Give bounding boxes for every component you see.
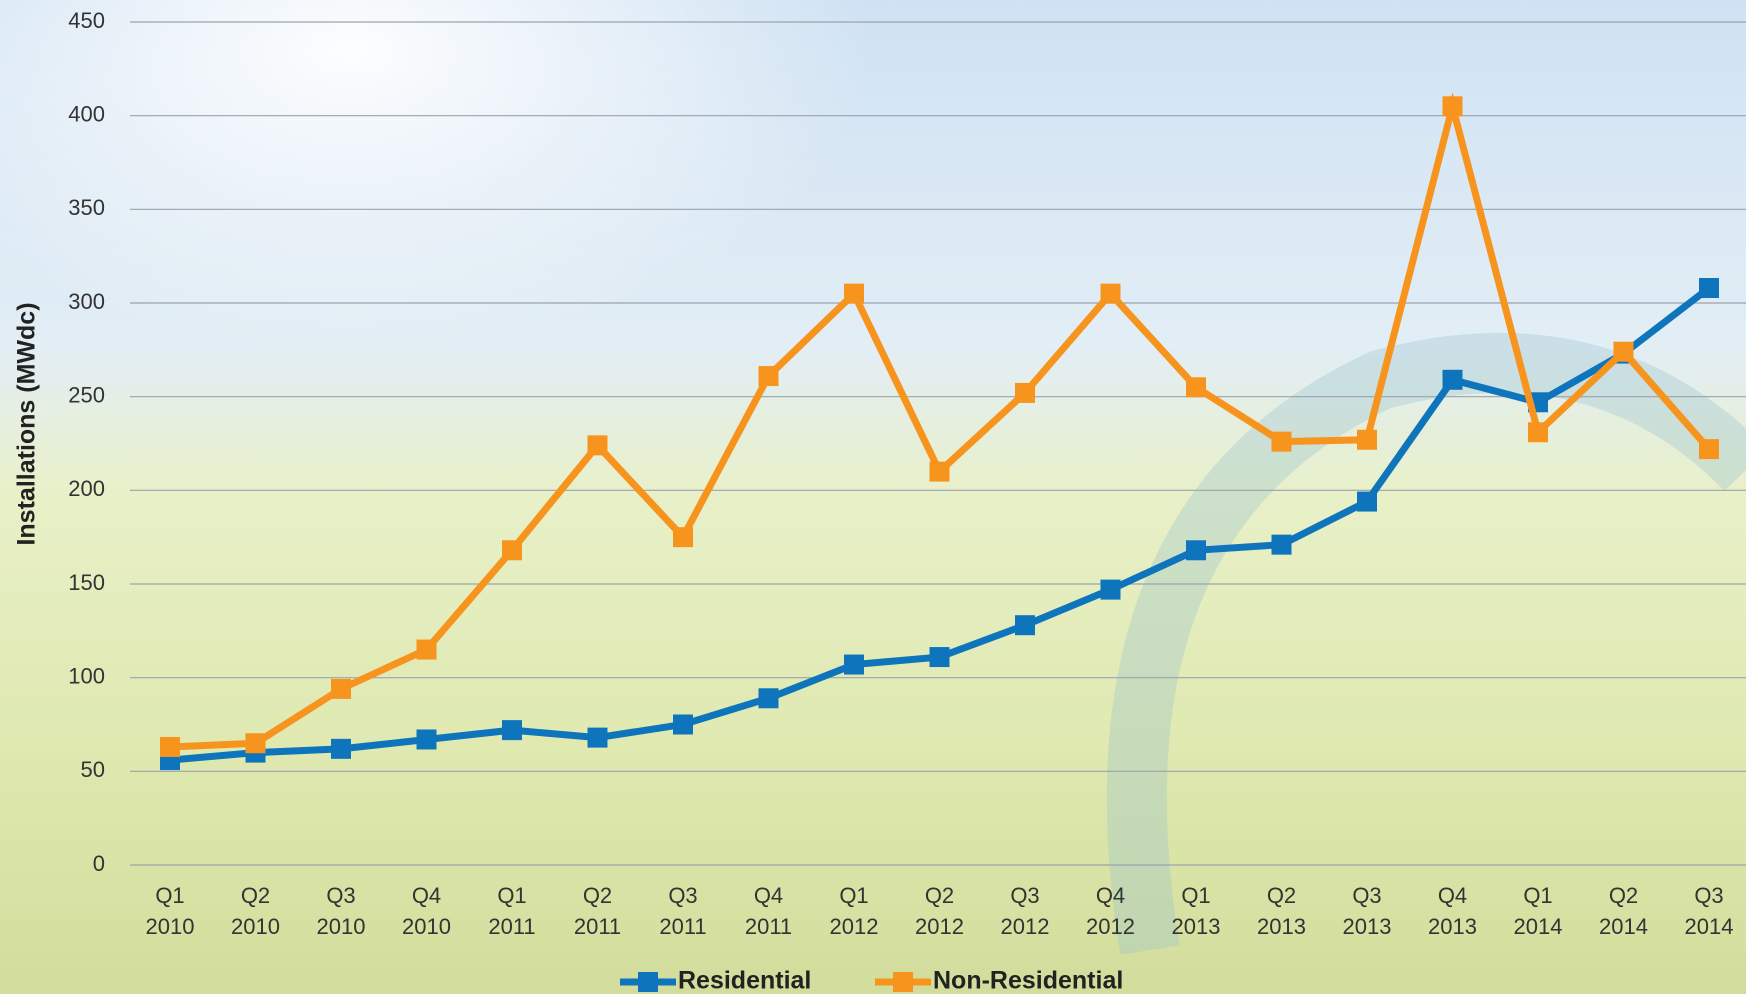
marker: [1357, 429, 1377, 450]
x-tick-label: 2012: [1086, 914, 1135, 939]
y-tick-label: 450: [68, 8, 105, 33]
x-tick-label: Q3: [1010, 883, 1039, 908]
y-tick-label: 0: [93, 851, 105, 876]
x-tick-label: 2011: [574, 914, 621, 939]
marker: [929, 461, 950, 482]
y-tick-label: 400: [68, 101, 105, 126]
marker: [1613, 341, 1634, 362]
legend-label: Residential: [678, 967, 811, 994]
marker: [331, 738, 351, 759]
x-tick-label: Q2: [1609, 883, 1638, 908]
marker: [758, 366, 779, 387]
x-tick-label: 2010: [402, 914, 451, 939]
x-tick-label: 2014: [1685, 914, 1734, 939]
y-tick-label: 150: [68, 570, 105, 595]
x-tick-label: 2013: [1343, 914, 1392, 939]
marker: [245, 733, 266, 754]
legend-marker: [638, 972, 658, 992]
x-tick-label: Q4: [1096, 883, 1125, 908]
x-tick-label: Q4: [412, 883, 441, 908]
x-tick-label: Q1: [497, 883, 526, 908]
x-tick-label: Q4: [1438, 883, 1467, 908]
marker: [416, 639, 437, 660]
x-tick-label: 2013: [1172, 914, 1221, 939]
marker: [1186, 540, 1206, 561]
marker: [1357, 491, 1377, 512]
x-tick-label: 2013: [1257, 914, 1306, 939]
marker: [673, 714, 693, 735]
marker: [1186, 377, 1206, 398]
x-tick-label: 2014: [1514, 914, 1563, 939]
marker: [1271, 534, 1292, 555]
legend-label: Non-Residential: [933, 967, 1123, 994]
x-tick-label: Q3: [668, 883, 697, 908]
x-tick-label: Q1: [839, 883, 868, 908]
marker: [587, 727, 608, 748]
y-tick-label: 250: [68, 382, 105, 407]
x-tick-label: 2012: [830, 914, 879, 939]
x-tick-label: Q3: [326, 883, 355, 908]
marker: [1100, 283, 1121, 304]
marker: [1528, 422, 1548, 443]
x-tick-label: 2014: [1599, 914, 1648, 939]
x-tick-label: Q2: [583, 883, 612, 908]
marker: [844, 283, 864, 304]
x-tick-label: 2010: [231, 914, 280, 939]
x-tick-label: Q1: [1523, 883, 1552, 908]
x-tick-label: 2013: [1428, 914, 1477, 939]
marker: [502, 720, 522, 741]
marker: [1015, 615, 1035, 636]
decor-arc: [1106, 332, 1746, 955]
x-tick-label: Q2: [241, 883, 270, 908]
y-tick-label: 350: [68, 195, 105, 220]
marker: [844, 654, 864, 675]
marker: [1442, 96, 1463, 117]
marker: [929, 647, 950, 668]
x-tick-label: Q3: [1352, 883, 1381, 908]
marker: [416, 729, 437, 750]
y-tick-label: 300: [68, 289, 105, 314]
y-axis-label: Installations (MWdc): [13, 302, 41, 545]
marker: [758, 688, 779, 709]
x-tick-label: Q1: [155, 883, 184, 908]
x-tick-label: 2011: [659, 914, 706, 939]
x-tick-label: Q3: [1694, 883, 1723, 908]
marker: [331, 678, 351, 699]
x-tick-label: 2012: [1001, 914, 1050, 939]
x-tick-label: 2010: [146, 914, 195, 939]
marker: [1015, 382, 1035, 403]
marker: [1699, 278, 1719, 299]
y-tick-label: 100: [68, 663, 105, 688]
marker: [587, 435, 608, 456]
legend-marker: [893, 972, 913, 992]
marker: [160, 736, 180, 757]
x-tick-label: Q4: [754, 883, 783, 908]
marker: [1699, 439, 1719, 460]
x-tick-label: 2010: [317, 914, 366, 939]
marker: [1442, 369, 1463, 390]
x-tick-label: Q1: [1181, 883, 1210, 908]
x-tick-label: 2011: [745, 914, 792, 939]
x-tick-label: 2011: [488, 914, 535, 939]
x-tick-label: Q2: [925, 883, 954, 908]
y-tick-label: 200: [68, 476, 105, 501]
marker: [1100, 579, 1121, 600]
marker: [502, 540, 522, 561]
x-tick-label: 2012: [915, 914, 964, 939]
y-tick-label: 50: [81, 757, 105, 782]
marker: [1271, 431, 1292, 452]
marker: [673, 527, 693, 548]
x-tick-label: Q2: [1267, 883, 1296, 908]
